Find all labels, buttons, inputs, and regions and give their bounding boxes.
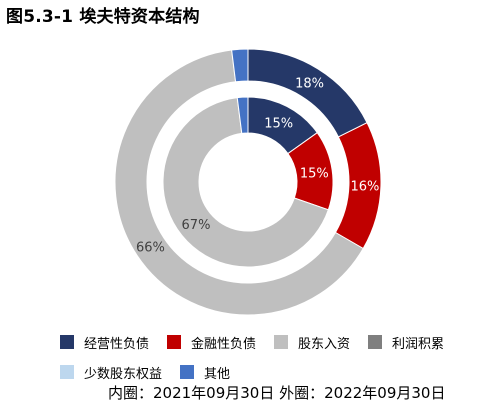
inner-slice-6 — [236, 96, 249, 134]
legend-item-6: 其他 — [180, 363, 231, 382]
chart-title: 图5.3-1 埃夫特资本结构 — [6, 7, 200, 27]
outer-slice-label-2: 16% — [350, 180, 379, 195]
legend-label-5: 少数股东权益 — [84, 366, 163, 382]
outer-slice-label-1: 18% — [295, 77, 324, 92]
legend-swatch-2 — [167, 335, 182, 349]
outer-slice-6 — [231, 48, 249, 83]
outer-ring — [114, 48, 382, 316]
donut-chart: 18% 16% 66% 15% 15% 67% — [114, 48, 382, 316]
legend-swatch-3 — [274, 335, 289, 349]
inner-ring — [162, 96, 334, 268]
legend-swatch-4 — [368, 335, 383, 349]
legend-swatch-6 — [180, 365, 195, 379]
outer-slice-3 — [114, 49, 364, 316]
legend-label-2: 金融性负债 — [191, 336, 257, 352]
data-labels: 18% 16% 66% 15% 15% 67% — [136, 77, 379, 256]
legend-label-4: 利润积累 — [392, 336, 445, 352]
legend-item-5: 少数股东权益 — [60, 363, 163, 382]
legend-label-3: 股东入资 — [298, 336, 351, 352]
legend-item-3: 股东入资 — [274, 333, 351, 352]
inner-slice-label-1: 15% — [264, 116, 293, 131]
legend-item-4: 利润积累 — [368, 333, 445, 352]
ring-note: 内圈：2021年09月30日 外圈：2022年09月30日 — [108, 384, 446, 402]
legend-swatch-1 — [60, 335, 74, 349]
inner-slice-label-2: 15% — [300, 166, 329, 181]
inner-slice-3 — [162, 97, 329, 268]
legend-item-2: 金融性负债 — [167, 333, 257, 352]
legend-swatch-5 — [60, 365, 74, 379]
legend-label-1: 经营性负债 — [84, 336, 150, 352]
legend-item-1: 经营性负债 — [60, 333, 150, 352]
outer-slice-label-3: 66% — [136, 241, 165, 256]
legend-label-6: 其他 — [204, 366, 231, 382]
inner-slice-label-3: 67% — [182, 218, 211, 233]
legend: 经营性负债 金融性负债 股东入资 利润积累少数股东权益 其他 — [60, 333, 480, 382]
